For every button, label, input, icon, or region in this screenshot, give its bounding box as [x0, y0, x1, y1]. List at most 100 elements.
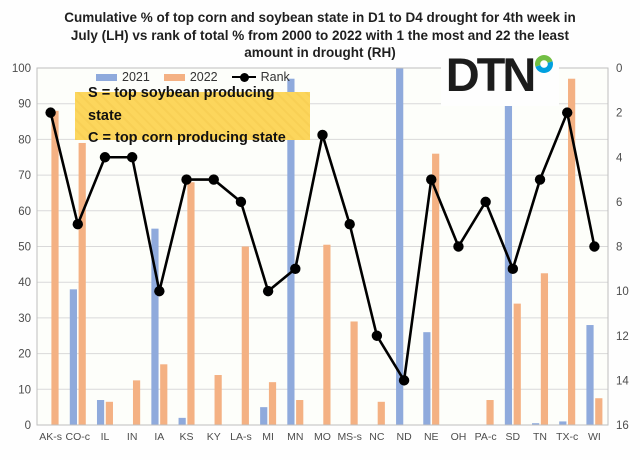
- bar-2022-SD: [513, 303, 521, 425]
- left-axis-tick-60: 60: [18, 206, 31, 218]
- x-axis-label-NE: NE: [424, 431, 439, 443]
- legend-item-2021: 2021: [96, 70, 150, 84]
- x-axis-label-WI: WI: [588, 431, 601, 443]
- chart-title-line2: July (LH) vs rank of total % from 2000 t…: [70, 27, 570, 43]
- left-axis-tick-100: 100: [12, 63, 31, 75]
- plot-frame: [36, 67, 609, 426]
- bar-2022-LA-s: [241, 246, 249, 425]
- bar-2022-WI: [595, 398, 603, 425]
- rank-dot-TX-c: [562, 107, 573, 118]
- bar-2022-CO-c: [78, 142, 86, 425]
- left-axis-tick-10: 10: [18, 384, 31, 396]
- dtn-logo: DTN: [441, 50, 559, 106]
- x-axis-label-MS-s: MS-s: [337, 431, 362, 443]
- x-axis-label-NC: NC: [369, 431, 385, 443]
- annotation-line-soybean: S = top soybean producing state: [88, 85, 275, 124]
- rank-dot-KY: [208, 174, 219, 185]
- chart-title-line1: Cumulative % of top corn and soybean sta…: [64, 10, 576, 25]
- x-axis-label-IL: IL: [101, 431, 110, 443]
- rank-dot-KS: [181, 174, 192, 185]
- bar-2021-CO-c: [69, 289, 77, 425]
- bar-2021-MN: [287, 78, 295, 426]
- rank-dot-CO-c: [72, 218, 83, 230]
- bar-2022-IN: [132, 380, 141, 425]
- bar-2022-KY: [214, 375, 222, 425]
- bar-2022-TN: [540, 273, 549, 425]
- bar-2021-WI: [586, 325, 594, 425]
- x-axis-label-MI: MI: [262, 431, 274, 443]
- dtn-logo-text: DTN: [445, 48, 537, 101]
- annotation-line-corn: C = top corn producing state: [88, 130, 286, 147]
- annotation-box: S = top soybean producing state C = top …: [75, 85, 310, 146]
- legend-label-2022: 2022: [189, 70, 218, 84]
- left-axis-tick-70: 70: [18, 170, 31, 182]
- dtn-logo-ring-icon: [535, 55, 554, 73]
- x-axis-label-LA-s: LA-s: [230, 431, 252, 443]
- right-axis-tick-4: 4: [616, 152, 623, 164]
- legend-line-marker-icon: [231, 72, 256, 82]
- left-axis-tick-40: 40: [18, 277, 31, 289]
- legend-swatch-2022-icon: [163, 73, 185, 81]
- bar-2021-SD: [504, 103, 513, 425]
- x-axis-label-PA-c: PA-c: [475, 431, 497, 443]
- legend-label-rank: Rank: [260, 70, 290, 84]
- legend-item-rank: Rank: [231, 70, 290, 84]
- x-axis-label-TN: TN: [533, 431, 547, 443]
- right-axis-tick-14: 14: [616, 375, 629, 387]
- bar-2022-NE: [432, 153, 440, 425]
- x-axis-label-IN: IN: [127, 431, 138, 443]
- bar-2022-MO: [323, 244, 331, 425]
- bar-2022-MS-s: [350, 321, 358, 425]
- bar-2021-TN: [532, 423, 540, 425]
- bar-2022-KS: [187, 182, 195, 425]
- rank-dot-ND: [398, 375, 410, 386]
- rank-dot-IA: [154, 285, 165, 297]
- left-axis-tick-0: 0: [25, 420, 31, 432]
- left-axis-tick-90: 90: [18, 99, 31, 111]
- bar-2022-IL: [105, 401, 113, 425]
- rank-dot-IL: [99, 152, 111, 163]
- right-axis-tick-16: 16: [616, 420, 629, 432]
- left-axis-tick-50: 50: [18, 242, 31, 254]
- left-axis-tick-30: 30: [18, 313, 31, 325]
- x-axis-label-IA: IA: [154, 431, 164, 443]
- right-axis-tick-0: 0: [616, 63, 622, 75]
- rank-dot-NE: [426, 174, 437, 185]
- rank-dot-LA-s: [235, 196, 247, 208]
- bar-2021-ND: [396, 68, 404, 425]
- bar-2022-NC: [377, 401, 385, 425]
- rank-dot-MN: [290, 263, 301, 275]
- left-axis-tick-80: 80: [18, 134, 31, 146]
- x-axis-label-KS: KS: [180, 431, 194, 443]
- right-axis-tick-8: 8: [616, 242, 622, 254]
- bar-2022-MN: [296, 400, 304, 425]
- legend-item-2022: 2022: [163, 70, 218, 84]
- x-axis-label-CO-c: CO-c: [66, 431, 91, 443]
- right-axis-tick-12: 12: [616, 331, 629, 343]
- legend-swatch-2021-icon: [96, 73, 117, 81]
- chart-title: Cumulative % of top corn and soybean sta…: [30, 9, 610, 62]
- x-axis-label-OH: OH: [451, 431, 467, 443]
- x-axis-label-ND: ND: [396, 431, 412, 443]
- right-axis-tick-10: 10: [616, 286, 629, 298]
- bar-2021-KS: [178, 417, 186, 425]
- right-axis-tick-6: 6: [616, 197, 622, 209]
- rank-dot-PA-c: [480, 196, 491, 208]
- bar-2022-PA-c: [486, 400, 494, 425]
- bar-2021-NE: [423, 332, 431, 425]
- bar-2021-IA: [151, 228, 159, 425]
- bar-2021-MI: [260, 407, 268, 425]
- bar-2021-IL: [96, 400, 105, 425]
- right-axis-tick-2: 2: [616, 108, 622, 120]
- rank-dot-MI: [262, 285, 274, 297]
- x-axis-label-AK-s: AK-s: [39, 431, 62, 443]
- bar-2022-IA: [160, 364, 168, 425]
- legend-label-2021: 2021: [122, 70, 150, 84]
- bar-2022-AK-s: [51, 110, 59, 425]
- rank-dot-SD: [507, 263, 519, 275]
- rank-dot-IN: [126, 152, 138, 163]
- rank-dot-WI: [589, 241, 600, 252]
- x-axis-label-TX-c: TX-c: [556, 431, 578, 443]
- chart-legend: 2021 2022 Rank: [96, 70, 290, 84]
